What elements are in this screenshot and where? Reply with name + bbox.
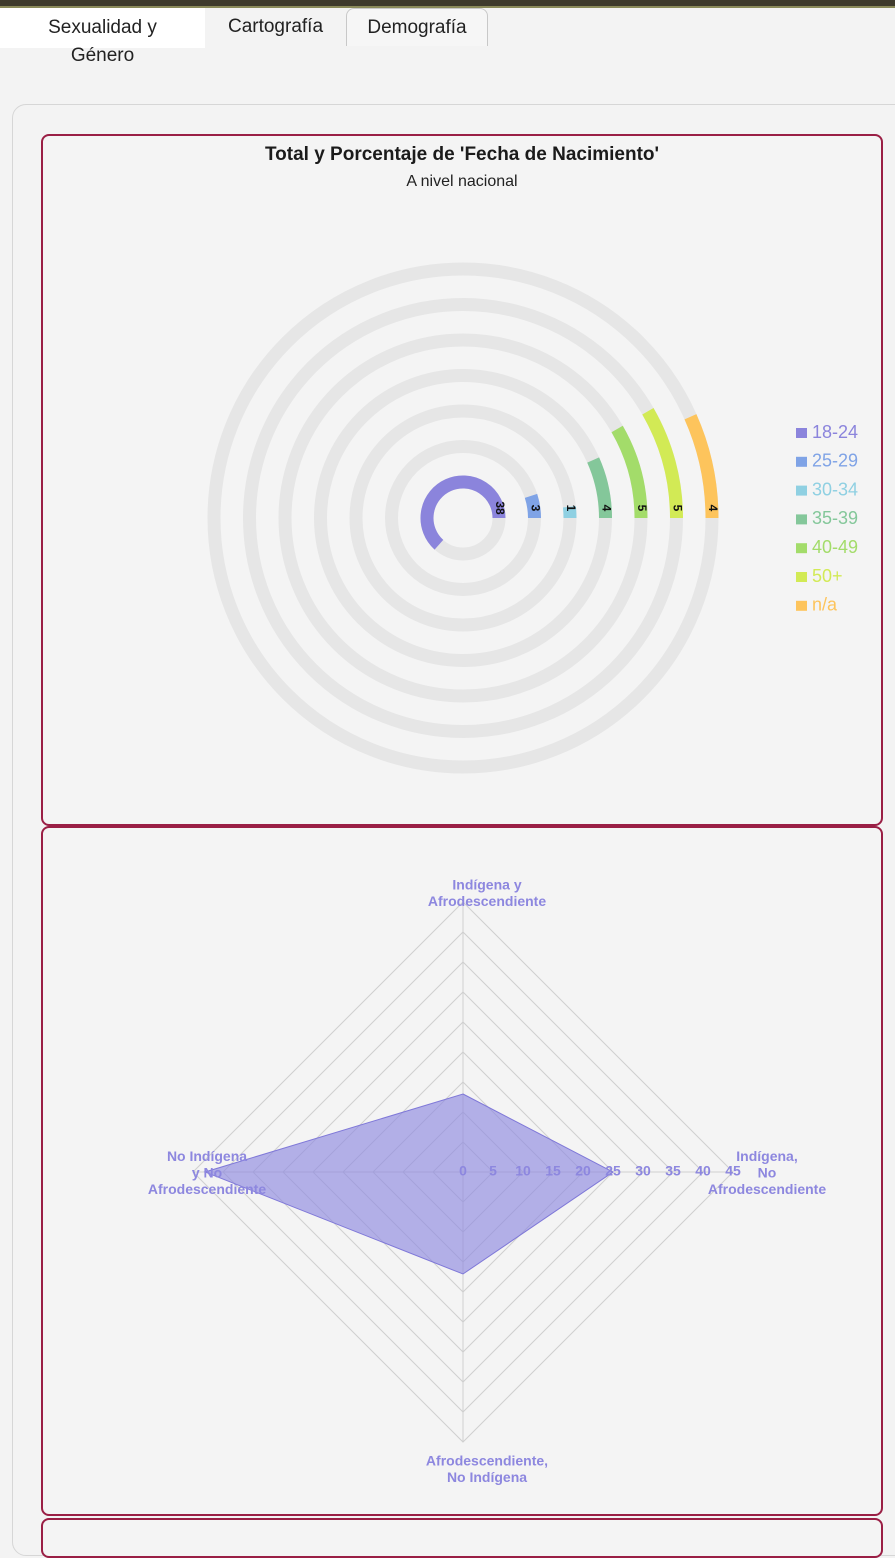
legend-label: 30-34 bbox=[812, 479, 858, 499]
tick-label: 30 bbox=[635, 1163, 651, 1179]
tick-label: 0 bbox=[459, 1163, 467, 1179]
bar-3539 bbox=[587, 457, 612, 519]
axis-label: Indígena y bbox=[452, 876, 521, 892]
tick-label: 35 bbox=[665, 1163, 681, 1179]
birthdate-chart-card: Total y Porcentaje de 'Fecha de Nacimien… bbox=[41, 134, 883, 826]
legend-label: 50+ bbox=[812, 566, 843, 586]
legend-label: n/a bbox=[812, 595, 838, 615]
radial-bar-chart: 38 3 1 4 5 5 4 18-24 25-29 30-34 35-39 40-49 50+ n/a bbox=[207, 262, 858, 774]
data-label: 4 bbox=[599, 505, 613, 512]
tick-label: 40 bbox=[695, 1163, 711, 1179]
axis-label: Afrodescendiente bbox=[428, 893, 546, 909]
ring-track bbox=[243, 298, 683, 738]
tick-label: 10 bbox=[515, 1163, 531, 1179]
legend-swatch bbox=[796, 600, 807, 611]
bar-na bbox=[684, 414, 719, 519]
legend-label: 40-49 bbox=[812, 537, 858, 557]
data-label: 5 bbox=[635, 505, 649, 512]
axis-label: No Indígena bbox=[167, 1148, 247, 1164]
data-label: 38 bbox=[493, 501, 507, 515]
data-label: 1 bbox=[564, 505, 578, 512]
bar-2529 bbox=[524, 493, 541, 519]
axis-label: Afrodescendiente, bbox=[426, 1452, 548, 1468]
data-label: 3 bbox=[528, 505, 542, 512]
ring-track bbox=[385, 440, 541, 596]
legend-swatch bbox=[796, 572, 807, 582]
data-label: 5 bbox=[670, 505, 684, 512]
next-chart-card bbox=[41, 1518, 883, 1558]
top-bar bbox=[0, 0, 895, 8]
tick-label: 25 bbox=[605, 1163, 621, 1179]
axis-label: No Indígena bbox=[447, 1469, 527, 1485]
tick-label: 45 bbox=[725, 1163, 741, 1179]
tab-sexualidad-label-2: Género bbox=[70, 45, 135, 66]
tick-label: 15 bbox=[545, 1163, 561, 1179]
axis-label: y No bbox=[192, 1165, 222, 1181]
bar-50 bbox=[642, 408, 683, 519]
legend-swatch bbox=[796, 456, 807, 467]
legend-swatch bbox=[796, 514, 807, 525]
chart-title: Total y Porcentaje de 'Fecha de Nacimien… bbox=[264, 144, 660, 165]
legend-label: 25-29 bbox=[812, 451, 858, 471]
ring-track bbox=[278, 333, 648, 703]
tab-demografia[interactable]: Demografía bbox=[346, 8, 488, 46]
tick-label: 5 bbox=[489, 1163, 497, 1179]
axis-label: Indígena, bbox=[736, 1148, 797, 1164]
ring-track bbox=[314, 369, 612, 667]
axis-label: Afrodescendiente bbox=[148, 1181, 266, 1197]
bar-1824 bbox=[420, 475, 506, 550]
legend-label: 35-39 bbox=[812, 508, 858, 528]
legend-swatch bbox=[796, 428, 807, 438]
chart-subtitle: A nivel nacional bbox=[406, 173, 518, 190]
tab-sexualidad-label-1: Sexualidad y bbox=[48, 17, 157, 38]
legend-swatch bbox=[796, 543, 807, 554]
tab-sexualidad-genero[interactable]: Sexualidad y Género bbox=[0, 8, 205, 66]
radar-series-area bbox=[203, 1093, 614, 1275]
axis-label: Afrodescendiente bbox=[708, 1181, 826, 1197]
bar-3034 bbox=[562, 506, 577, 519]
tick-label: 20 bbox=[575, 1163, 591, 1179]
legend-label: 18-24 bbox=[812, 422, 858, 442]
ethnicity-radar-card: 0 5 10 15 20 25 30 35 40 45 Indígena y Afrodescendi… bbox=[41, 826, 883, 1516]
axis-label: No bbox=[758, 1165, 777, 1181]
tab-cartografia[interactable]: Cartografía bbox=[205, 8, 346, 46]
data-label: 4 bbox=[706, 505, 720, 512]
bar-4049 bbox=[611, 425, 648, 519]
legend-swatch bbox=[796, 485, 807, 496]
